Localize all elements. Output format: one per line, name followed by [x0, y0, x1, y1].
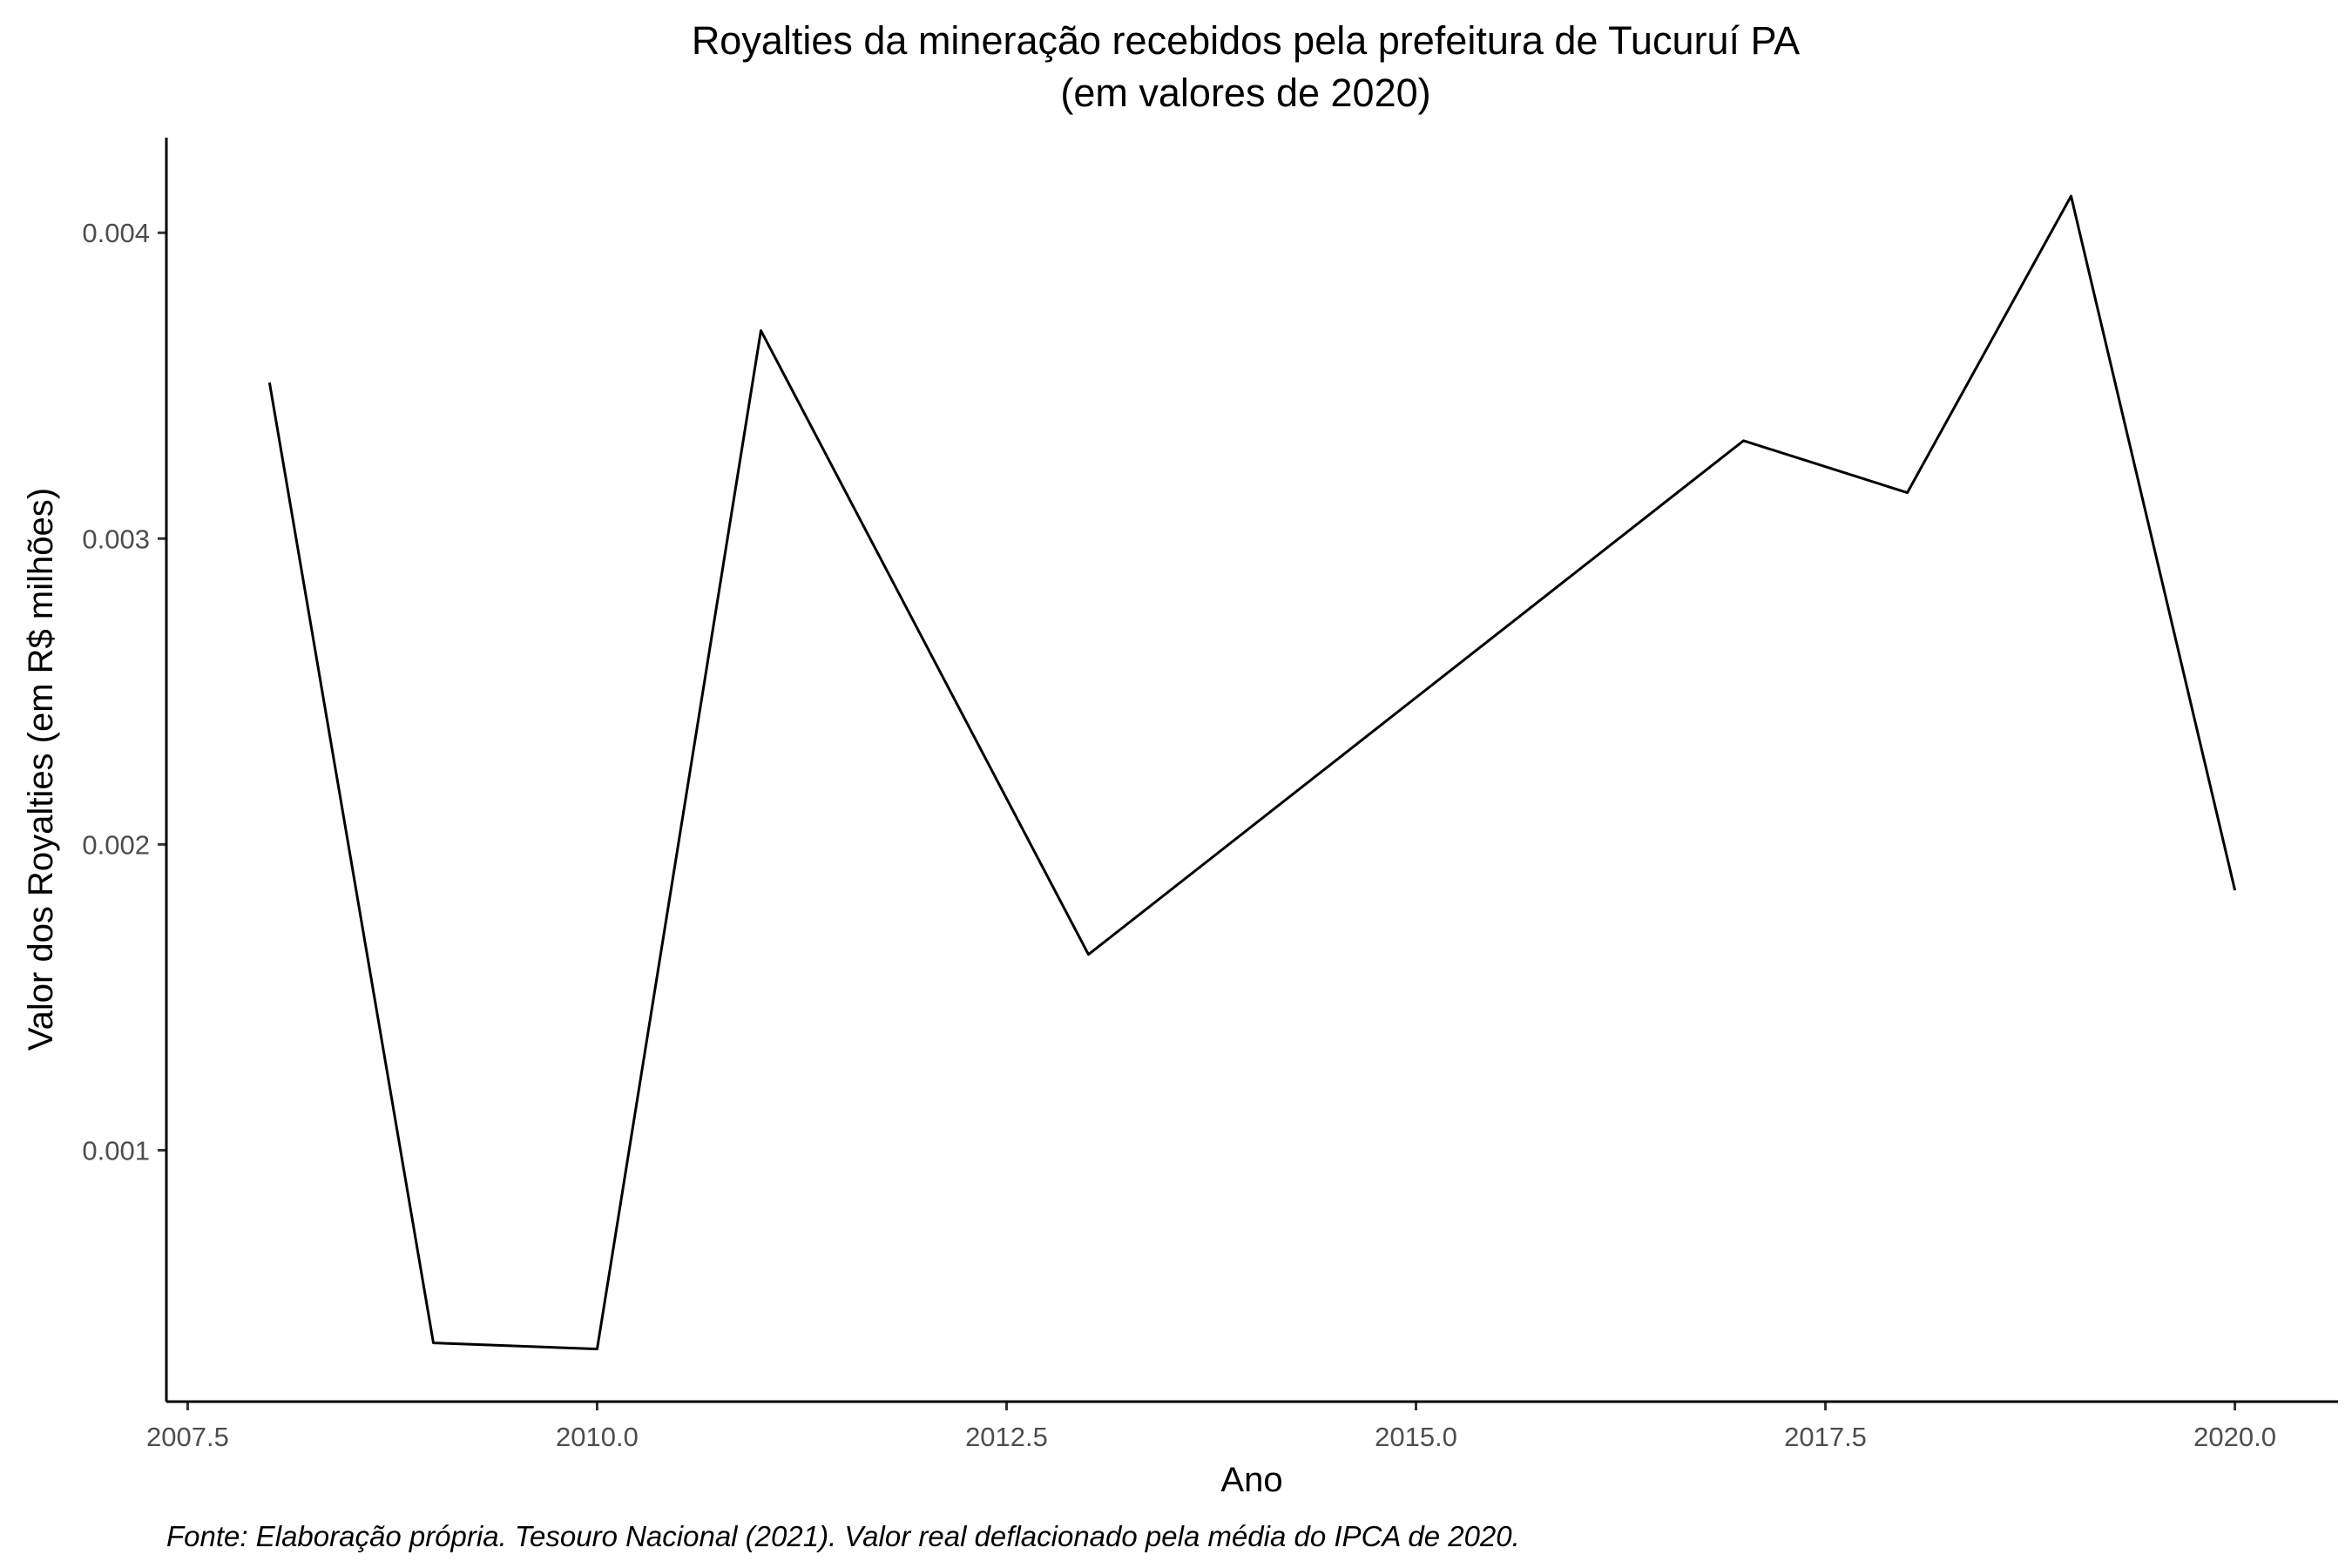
- x-axis-ticks: 2007.5 2010.0 2012.5 2015.0 2017.5 2020.0: [146, 1402, 2276, 1452]
- y-tick-label: 0.004: [82, 218, 150, 248]
- x-tick-label: 2015.0: [1375, 1422, 1457, 1452]
- y-tick-label: 0.002: [82, 829, 150, 860]
- series-layer: [267, 194, 2237, 1351]
- x-tick-label: 2012.5: [965, 1422, 1048, 1452]
- chart-title: Royalties da mineração recebidos pela pr…: [692, 18, 1800, 63]
- x-tick-label: 2007.5: [146, 1422, 229, 1452]
- chart-caption: Fonte: Elaboração própria. Tesouro Nacio…: [166, 1520, 1520, 1552]
- x-tick-label: 2020.0: [2193, 1422, 2276, 1452]
- y-tick-label: 0.003: [82, 524, 150, 554]
- x-tick-label: 2010.0: [556, 1422, 639, 1452]
- y-axis-ticks: 0.001 0.002 0.003 0.004: [82, 218, 166, 1166]
- chart-subtitle: (em valores de 2020): [1060, 71, 1430, 115]
- series-line: [267, 194, 2237, 1351]
- y-axis-title: Valor dos Royalties (em R$ milhões): [22, 488, 60, 1051]
- y-tick-label: 0.001: [82, 1135, 150, 1166]
- x-tick-label: 2017.5: [1784, 1422, 1867, 1452]
- x-axis-title: Ano: [1220, 1461, 1282, 1499]
